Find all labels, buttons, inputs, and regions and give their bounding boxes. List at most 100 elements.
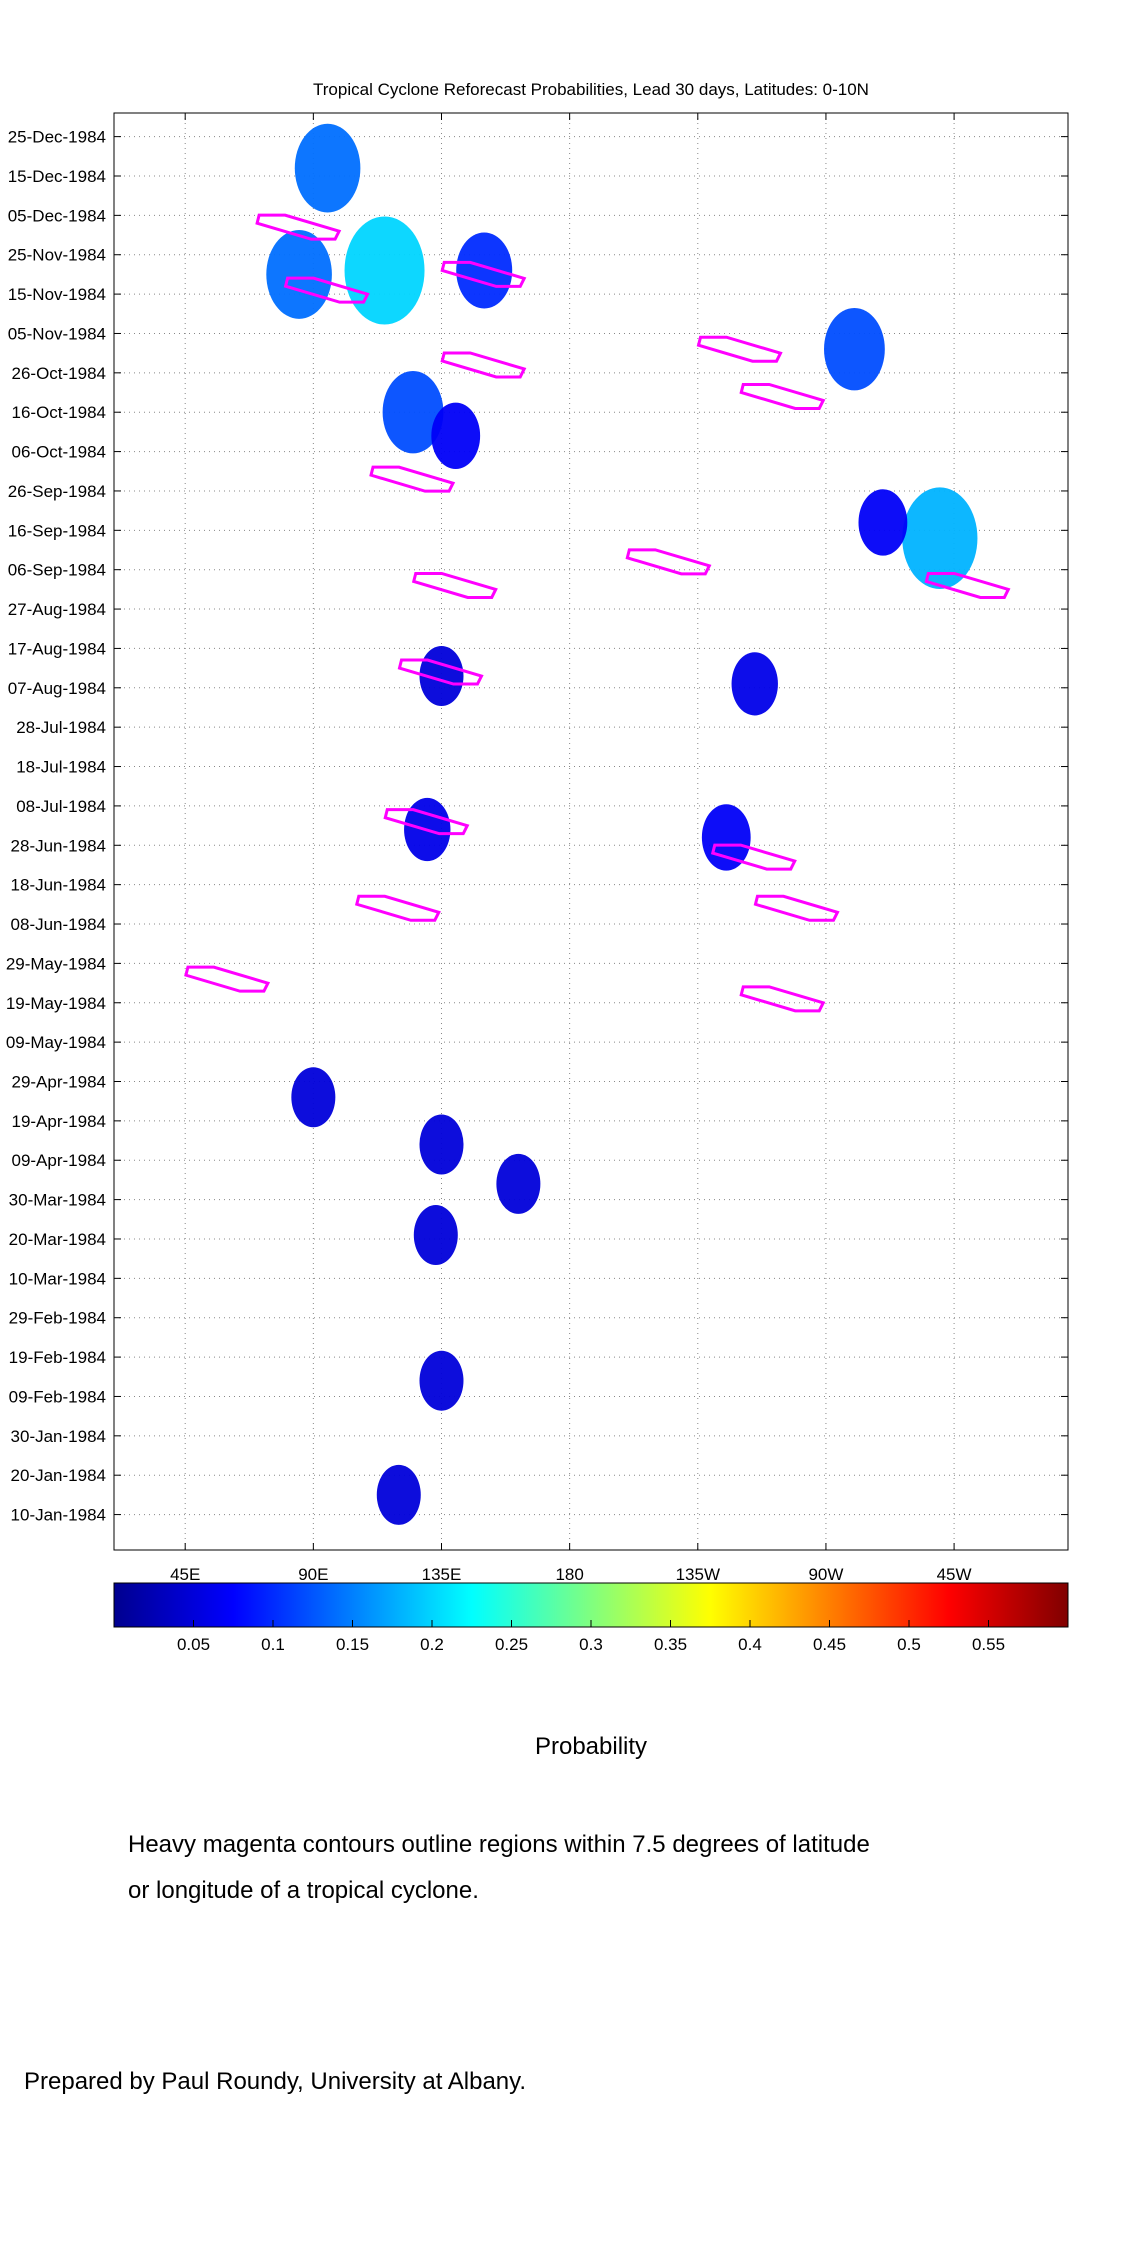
colorbar-tick-label: 0.05 — [177, 1635, 210, 1654]
x-tick-label: 135W — [676, 1565, 720, 1584]
cyclone-contour — [710, 843, 797, 871]
colorbar-tick-label: 0.45 — [813, 1635, 846, 1654]
y-tick-label: 26-Oct-1984 — [12, 364, 107, 383]
y-tick-label: 15-Nov-1984 — [8, 285, 106, 304]
y-tick-label: 09-May-1984 — [6, 1033, 106, 1052]
colorbar-tick-label: 0.35 — [654, 1635, 687, 1654]
cyclone-contour — [739, 382, 826, 410]
cyclone-contour — [383, 808, 470, 836]
x-tick-label: 45W — [937, 1565, 972, 1584]
y-tick-label: 29-Feb-1984 — [9, 1309, 106, 1328]
y-tick-label: 19-Feb-1984 — [9, 1348, 106, 1367]
y-tick-label: 16-Sep-1984 — [8, 521, 106, 540]
y-tick-label: 25-Nov-1984 — [8, 246, 106, 265]
probability-region — [382, 371, 444, 454]
y-tick-label: 28-Jul-1984 — [16, 718, 106, 737]
probability-region — [456, 232, 513, 309]
colorbar-tick-label: 0.55 — [972, 1635, 1005, 1654]
cyclone-contour — [369, 465, 456, 493]
cyclone-contour — [440, 260, 527, 288]
colorbar — [113, 1582, 1069, 1628]
probability-regions — [266, 123, 978, 1525]
y-tick-label: 19-Apr-1984 — [11, 1112, 106, 1131]
y-tick-label: 20-Mar-1984 — [9, 1230, 106, 1249]
y-tick-label: 17-Aug-1984 — [8, 639, 106, 658]
y-tick-label: 30-Jan-1984 — [11, 1427, 106, 1446]
cyclone-contour — [440, 351, 527, 379]
grid-lines — [114, 113, 1068, 1550]
colorbar-tick-label: 0.3 — [579, 1635, 603, 1654]
x-tick-label: 90E — [298, 1565, 328, 1584]
y-tick-label: 27-Aug-1984 — [8, 600, 106, 619]
y-tick-label: 18-Jun-1984 — [11, 876, 106, 895]
y-tick-label: 18-Jul-1984 — [16, 758, 106, 777]
y-tick-label: 16-Oct-1984 — [12, 403, 107, 422]
y-tick-label: 08-Jun-1984 — [11, 915, 106, 934]
y-tick-label: 05-Dec-1984 — [8, 206, 106, 225]
probability-region — [294, 123, 361, 213]
cyclone-contour — [184, 965, 271, 993]
cyclone-contours — [184, 213, 1011, 1013]
note-line-2: or longitude of a tropical cyclone. — [128, 1877, 479, 1904]
y-tick-label: 20-Jan-1984 — [11, 1466, 106, 1485]
probability-region — [291, 1067, 336, 1128]
colorbar-tick-label: 0.15 — [336, 1635, 369, 1654]
y-tick-label: 28-Jun-1984 — [11, 836, 106, 855]
chart-title: Tropical Cyclone Reforecast Probabilitie… — [313, 80, 869, 99]
x-tick-label: 90W — [808, 1565, 843, 1584]
y-tick-label: 05-Nov-1984 — [8, 324, 106, 343]
y-tick-label: 29-Apr-1984 — [11, 1072, 106, 1091]
y-axis-ticks: 25-Dec-1984 15-Dec-1984 05-Dec-1984 25-Nov-… — [6, 128, 1068, 1525]
credit-text: Prepared by Paul Roundy, University at A… — [24, 2068, 527, 2095]
probability-region — [824, 308, 885, 391]
x-tick-label: 135E — [422, 1565, 462, 1584]
cyclone-contour — [354, 894, 441, 922]
y-tick-label: 30-Mar-1984 — [9, 1191, 106, 1210]
x-axis-ticks: 45E 90E 135E 180 135W 90W 45W — [170, 113, 972, 1584]
plot-frame — [113, 112, 1069, 1551]
y-tick-label: 09-Apr-1984 — [11, 1151, 106, 1170]
cyclone-contour — [739, 985, 826, 1013]
cyclone-contour — [696, 335, 783, 363]
cyclone-contour — [397, 658, 484, 686]
y-tick-label: 08-Jul-1984 — [16, 797, 106, 816]
y-tick-label: 06-Oct-1984 — [12, 443, 107, 462]
y-tick-label: 10-Jan-1984 — [11, 1506, 106, 1525]
probability-region — [496, 1153, 541, 1214]
y-tick-label: 07-Aug-1984 — [8, 679, 106, 698]
probability-region — [731, 652, 778, 716]
cyclone-contour — [411, 571, 498, 599]
y-tick-label: 09-Feb-1984 — [9, 1387, 106, 1406]
colorbar-tick-label: 0.2 — [420, 1635, 444, 1654]
probability-region — [266, 230, 332, 319]
colorbar-tick-label: 0.1 — [261, 1635, 285, 1654]
y-tick-label: 25-Dec-1984 — [8, 128, 106, 147]
colorbar-tick-label: 0.5 — [897, 1635, 921, 1654]
probability-region — [419, 1114, 464, 1175]
probability-region — [858, 489, 908, 556]
y-tick-label: 15-Dec-1984 — [8, 167, 106, 186]
colorbar-tick-label: 0.25 — [495, 1635, 528, 1654]
colorbar-ticks: 0.05 0.1 0.15 0.2 0.25 0.3 0.35 0.4 0.45 0.5 0.55 — [177, 1620, 1005, 1654]
probability-region — [419, 1350, 464, 1411]
colorbar-tick-label: 0.4 — [738, 1635, 762, 1654]
y-tick-label: 26-Sep-1984 — [8, 482, 106, 501]
probability-region — [413, 1205, 458, 1266]
probability-region — [431, 402, 481, 470]
y-tick-label: 06-Sep-1984 — [8, 561, 106, 580]
probability-region — [376, 1464, 421, 1525]
cyclone-contour — [753, 894, 840, 922]
colorbar-gradient — [113, 1582, 1069, 1628]
y-tick-label: 10-Mar-1984 — [9, 1269, 106, 1288]
cyclone-contour — [625, 548, 712, 576]
probability-region — [902, 487, 978, 589]
y-tick-label: 19-May-1984 — [6, 994, 106, 1013]
colorbar-label: Probability — [534, 1733, 648, 1760]
note-line-1: Heavy magenta contours outline regions w… — [128, 1831, 870, 1858]
plot-area — [113, 112, 1069, 1551]
probability-region — [344, 216, 425, 325]
cyclone-contour — [283, 276, 370, 304]
cyclone-contour — [924, 571, 1011, 599]
x-tick-label: 180 — [555, 1565, 583, 1584]
